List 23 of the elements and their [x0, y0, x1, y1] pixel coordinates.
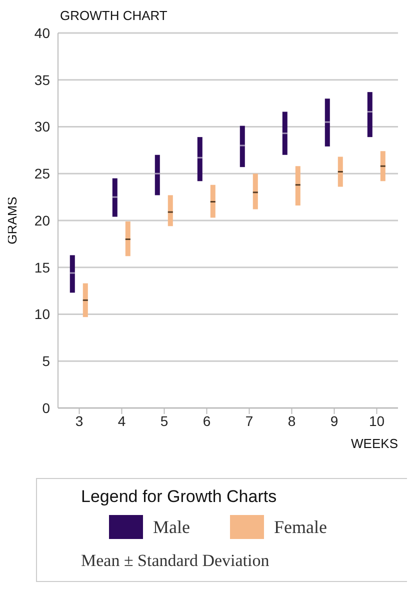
x-tick-label: 4: [118, 412, 126, 429]
text: Mean ± Standard Deviation: [81, 551, 270, 571]
x-tick-label: 9: [330, 412, 338, 429]
y-tick-label: 15: [34, 259, 50, 276]
x-tick-label: 8: [288, 412, 296, 429]
x-tick-label: 7: [245, 412, 254, 429]
y-tick-label: 0: [42, 400, 50, 416]
x-tick-label: 3: [75, 412, 84, 429]
y-tick-label: 5: [42, 353, 50, 370]
x-tick-label: 6: [202, 412, 211, 429]
legend-label: Female: [274, 516, 327, 538]
legend-title: Legend for Growth Charts: [81, 487, 278, 507]
y-tick-label: 20: [34, 212, 50, 228]
y-tick-label: 40: [34, 24, 50, 41]
y-tick-label: 10: [34, 306, 50, 322]
y-tick-label: 25: [34, 166, 50, 182]
y-tick-label: 30: [34, 118, 50, 135]
legend-label: Male: [153, 516, 190, 538]
chart-title: GROWTH CHART: [60, 8, 168, 23]
x-tick-label: 10: [368, 412, 385, 429]
y-tick-label: 35: [34, 72, 50, 88]
x-axis-title: WEEKS: [351, 436, 398, 451]
x-tick-label: 5: [160, 412, 168, 429]
